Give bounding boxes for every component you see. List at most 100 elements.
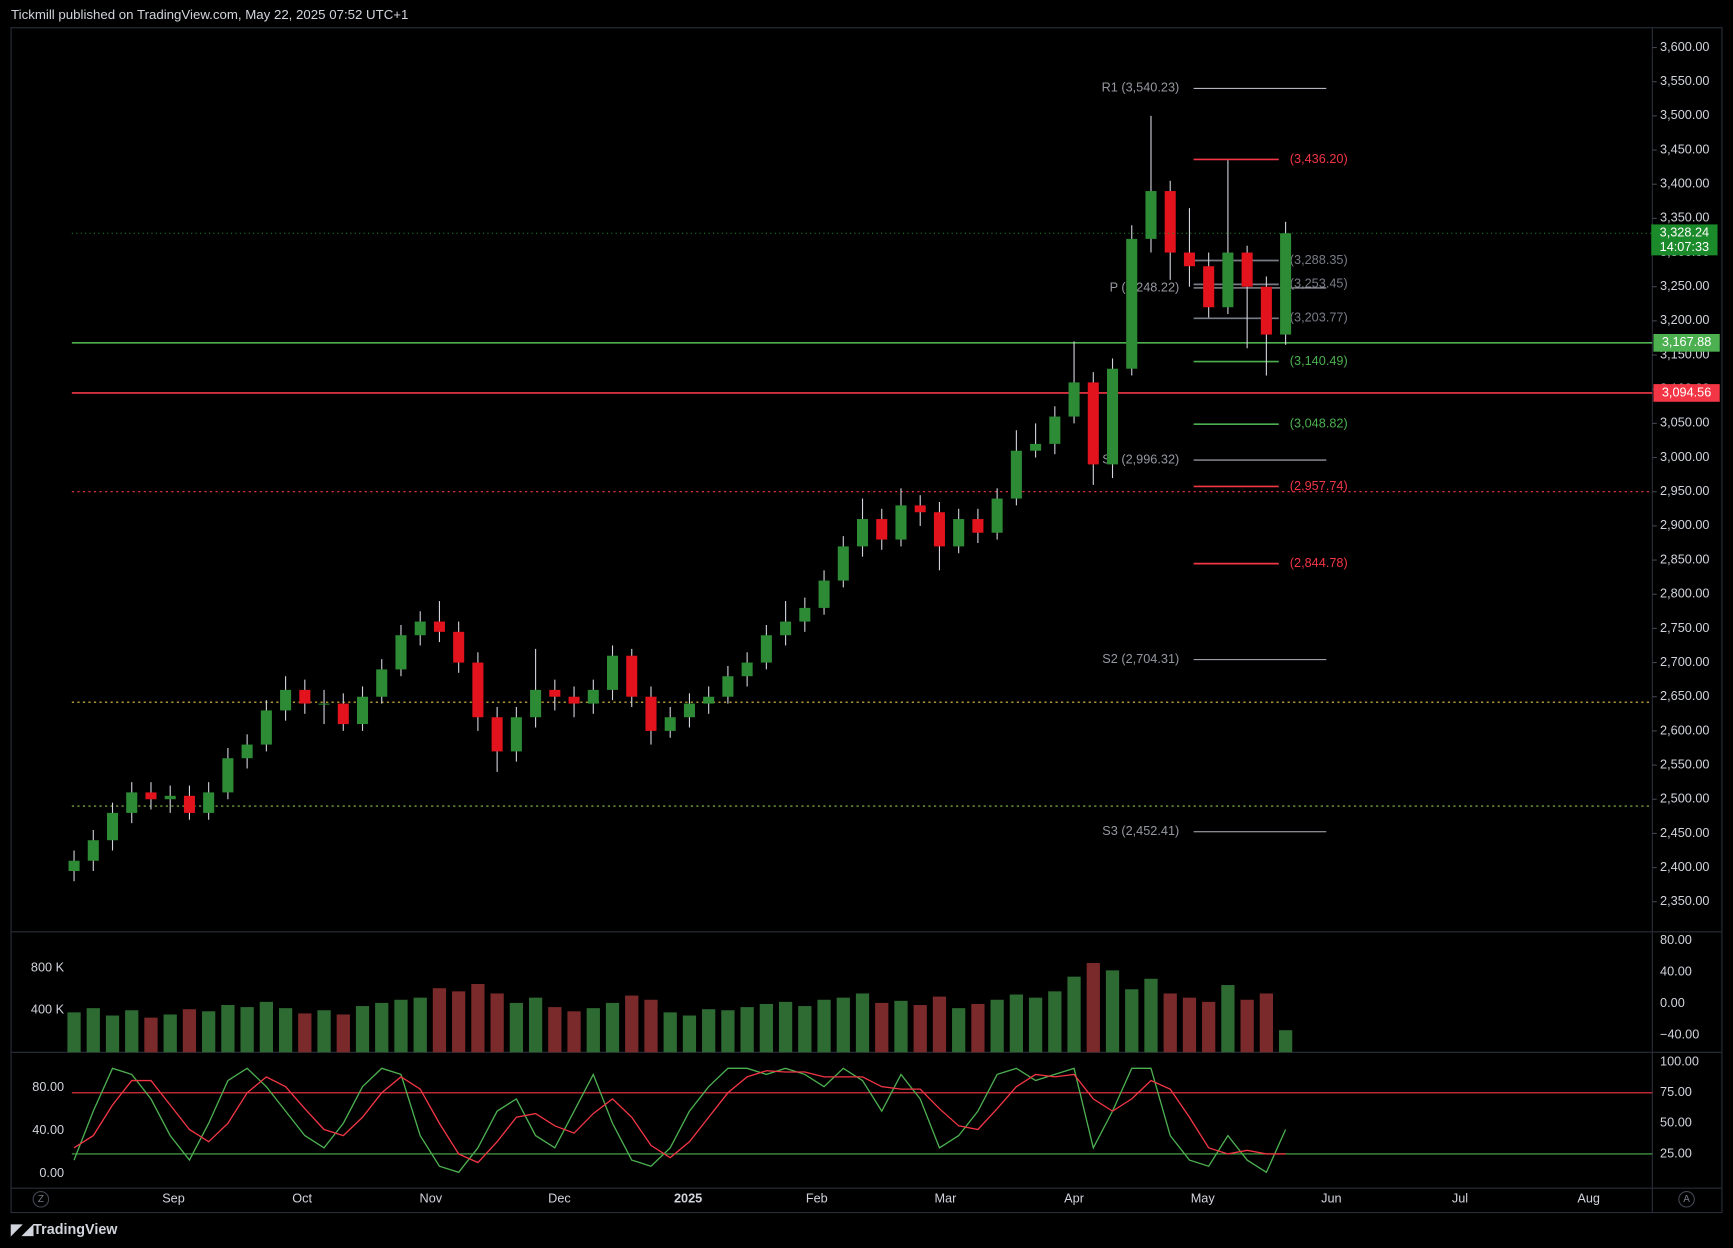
pivot-label: S1 (2,996.32) (1102, 451, 1179, 466)
candle-body (1260, 286, 1272, 335)
volume-bar (413, 997, 427, 1053)
pivot-label: S2 (2,704.31) (1102, 651, 1179, 666)
volume-bar (1144, 978, 1158, 1053)
candle-body (395, 635, 407, 670)
candle-body (818, 580, 830, 608)
candle-body (1087, 382, 1099, 465)
candle-body (260, 710, 272, 745)
candle-body (453, 631, 465, 663)
candle-body (299, 689, 311, 704)
target-label: (3,288.35) (1290, 252, 1348, 267)
volume-bar (702, 1009, 716, 1053)
y-tick-label: 40.00 (32, 1122, 64, 1137)
volume-bar (682, 1015, 697, 1053)
candle-body (183, 795, 195, 813)
candle-body (1164, 191, 1176, 253)
volume-bar (836, 997, 850, 1053)
button[interactable] (32, 1190, 50, 1208)
y-tick-label: 2,500.00 (1660, 791, 1709, 806)
volume-bar (1028, 997, 1043, 1053)
volume-bar (586, 1008, 600, 1053)
target-label: (3,436.20) (1290, 151, 1348, 166)
candle-body (376, 669, 388, 697)
x-tick-label: Feb (806, 1191, 828, 1206)
candle-body (1068, 382, 1080, 417)
target-label: (2,844.78) (1290, 555, 1348, 570)
y-tick-label: 0.00 (39, 1165, 64, 1180)
y-tick-label: 80.00 (32, 1079, 64, 1094)
volume-bar (125, 1010, 139, 1053)
price-badge-label: 3,167.88 (1662, 334, 1711, 349)
candle-body (433, 621, 445, 632)
candle-body (1241, 252, 1253, 287)
candle-body (203, 792, 215, 813)
y2-tick-label: 80.00 (1660, 932, 1692, 947)
volume-bar (240, 1007, 254, 1053)
candle-body (145, 792, 157, 800)
y-tick-label: 400 K (31, 1002, 65, 1017)
y-tick-label: 3,400.00 (1660, 176, 1709, 191)
volume-bar (317, 1010, 331, 1053)
y-tick-label: 3,250.00 (1660, 278, 1709, 293)
x-tick-label: May (1191, 1191, 1216, 1206)
candle-body (856, 519, 869, 547)
y-tick-label: 3,050.00 (1660, 415, 1709, 430)
candle-body (991, 498, 1003, 533)
volume-bar (759, 1003, 773, 1053)
countdown: 14:07:33 (1660, 239, 1709, 254)
volume-bar (778, 1001, 793, 1053)
target-label: (2,957.74) (1290, 478, 1348, 493)
button-label[interactable]: A (1683, 1194, 1690, 1205)
pivot-label: P (3,248.22) (1110, 279, 1180, 294)
volume-bar (894, 1000, 908, 1053)
volume-bar (932, 996, 947, 1053)
x-tick-label: Dec (548, 1191, 571, 1206)
candle-body (472, 662, 484, 718)
price-badge-label: 3,094.56 (1662, 384, 1711, 399)
volume-bar (1278, 1030, 1293, 1053)
price-badge (1653, 384, 1720, 402)
volume-bar (202, 1011, 216, 1053)
y-tick-label: 3,000.00 (1660, 449, 1709, 464)
candle-body (1010, 450, 1022, 499)
volume-bar (855, 993, 870, 1053)
candle-body (530, 689, 542, 718)
volume-bar (913, 1005, 927, 1053)
candle-body (972, 519, 984, 533)
volume-bar (509, 1002, 523, 1053)
y-tick-label: 800 K (31, 960, 65, 975)
volume-bar (1259, 993, 1274, 1053)
y2-tick-label: 100.00 (1660, 1054, 1699, 1069)
y-tick-label: 2,900.00 (1660, 517, 1709, 532)
volume-bar (567, 1011, 581, 1053)
button-label[interactable]: Z (38, 1194, 44, 1205)
candle-body (780, 621, 792, 636)
y2-tick-label: 75.00 (1660, 1084, 1692, 1099)
candle-body (491, 717, 503, 752)
volume-bar (528, 997, 543, 1053)
candle-body (1183, 252, 1195, 267)
y-tick-label: 3,600.00 (1660, 39, 1709, 54)
candle-body (606, 655, 619, 690)
candle-body (126, 792, 138, 813)
y-tick-label: 3,450.00 (1660, 141, 1709, 156)
volume-bar (605, 1002, 620, 1053)
candle-body (587, 689, 599, 704)
volume-bar (1125, 989, 1139, 1053)
y-tick-label: 2,950.00 (1660, 483, 1709, 498)
button[interactable] (1678, 1190, 1695, 1208)
volume-bar (355, 1006, 370, 1053)
candle-body (510, 717, 522, 752)
candle-body (568, 696, 580, 704)
volume-bar (182, 1009, 197, 1053)
y-tick-label: 2,700.00 (1660, 654, 1709, 669)
volume-bar (1086, 963, 1100, 1053)
oscillator-line (73, 1067, 1287, 1174)
y-tick-label: 3,500.00 (1660, 107, 1709, 122)
pivot-label: S3 (2,452.41) (1102, 823, 1179, 838)
volume-bar (432, 988, 447, 1053)
candle-body (933, 512, 945, 547)
volume-bar (259, 1001, 273, 1053)
